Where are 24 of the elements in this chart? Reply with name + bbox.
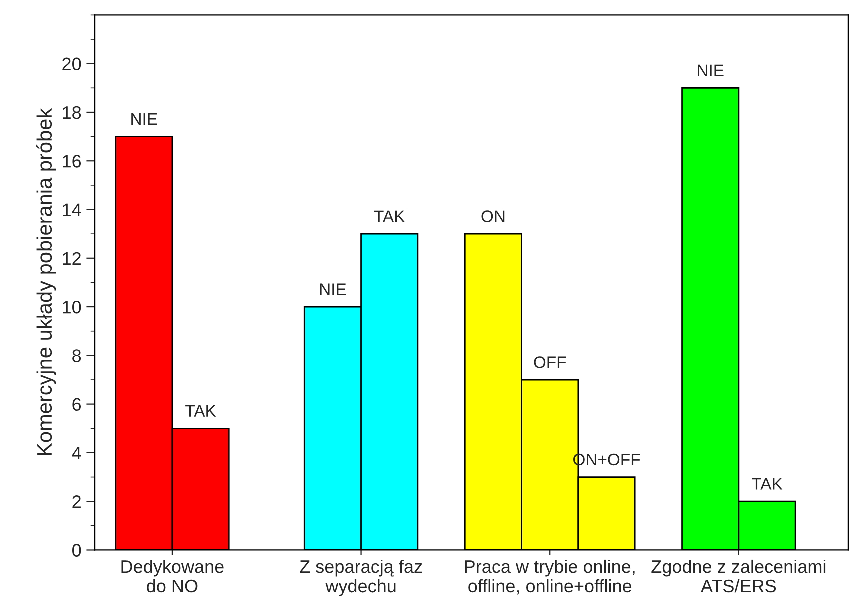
- y-tick-label: 20: [62, 58, 82, 71]
- y-tick-label: 6: [72, 398, 82, 412]
- y-tick-label: 14: [63, 204, 82, 216]
- y-tick-label: 18: [63, 106, 82, 120]
- y-tick-label: 16: [63, 155, 82, 168]
- x-tick-label: Z separacją faz wydechu: [300, 560, 422, 596]
- y-tick-label: 8: [72, 350, 82, 362]
- y-tick-label: 4: [72, 447, 82, 460]
- y-tick-label: 12: [63, 252, 81, 265]
- x-tick-label: Zgodne z zaleceniami ATS/ERS: [652, 560, 826, 593]
- x-tick-label: Praca w trybie online, offline, online+offline: [465, 560, 635, 595]
- y-tick-label: 10: [63, 300, 82, 314]
- data-label: NIE: [320, 284, 346, 296]
- data-label: NIE: [698, 64, 724, 76]
- data-label: OFF: [534, 356, 566, 368]
- data-label: TAK: [752, 478, 783, 490]
- y-axis-title: Komercyjne układy pobierania próbek: [36, 108, 56, 456]
- x-tick-label: Dedykowane do NO: [122, 560, 224, 593]
- y-tick-label: 2: [72, 496, 81, 508]
- data-label: TAK: [186, 405, 216, 417]
- data-label: ON: [482, 210, 505, 222]
- data-label: NIE: [132, 114, 158, 126]
- data-label: TAK: [374, 210, 406, 222]
- y-tick-label: 0: [72, 544, 82, 557]
